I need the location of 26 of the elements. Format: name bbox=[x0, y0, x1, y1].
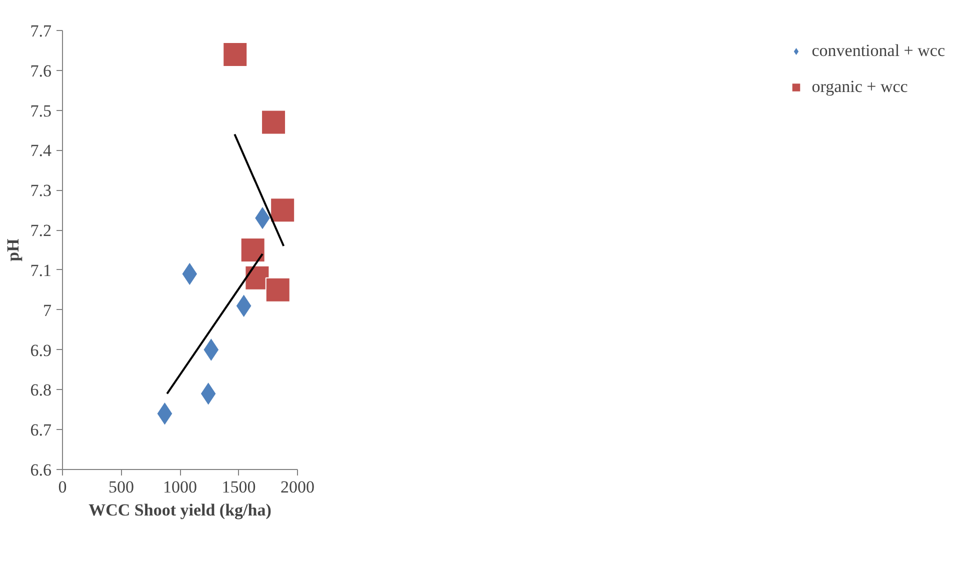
y-tick-label: 7.7 bbox=[30, 22, 52, 40]
y-tick-label: 6.9 bbox=[30, 340, 52, 360]
y-tick-label: 7.1 bbox=[30, 260, 52, 280]
legend-label: conventional + wcc bbox=[812, 41, 945, 61]
point bbox=[222, 42, 248, 67]
x-tick-label: 500 bbox=[108, 478, 134, 496]
y-tick-label: 7.5 bbox=[30, 101, 52, 120]
x-axis-title: WCC Shoot yield (kg/ha) bbox=[88, 500, 272, 520]
x-tick-label: 1000 bbox=[163, 478, 197, 496]
point bbox=[261, 110, 286, 135]
x-tick-label: 1500 bbox=[222, 478, 256, 496]
y-tick-label: 6.7 bbox=[30, 420, 52, 440]
point bbox=[270, 198, 296, 223]
y-tick-label: 7.6 bbox=[30, 61, 52, 80]
y-axis-title: pH bbox=[3, 238, 22, 262]
y-tick-label: 6.8 bbox=[30, 380, 52, 400]
y-tick-label: 7.4 bbox=[30, 141, 52, 160]
point bbox=[265, 277, 290, 302]
y-tick-label: 7.2 bbox=[30, 221, 52, 240]
y-tick-label: 7.3 bbox=[30, 181, 52, 200]
y-tick-label: 6.6 bbox=[30, 460, 52, 480]
y-tick-label: 7 bbox=[43, 300, 52, 320]
point bbox=[240, 238, 266, 262]
legend-label: organic + wcc bbox=[812, 77, 908, 97]
x-tick-label: 0 bbox=[58, 478, 67, 496]
x-tick-label: 2000 bbox=[280, 478, 314, 496]
